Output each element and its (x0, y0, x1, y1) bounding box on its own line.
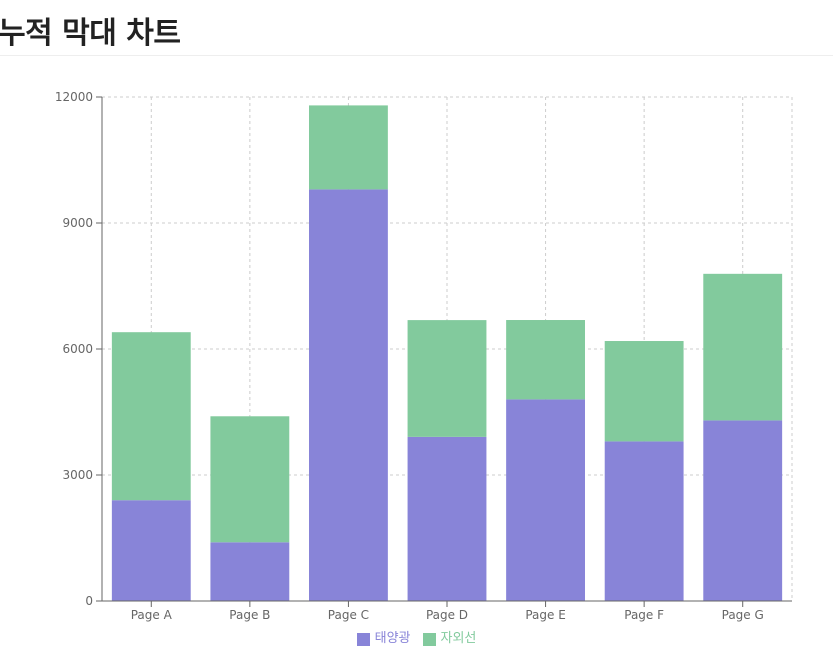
legend-label: 자외선 (440, 631, 477, 646)
bar-segment-series-2[interactable] (703, 273, 783, 421)
y-tick-label: 6000 (62, 342, 93, 356)
bar-segment-series-1[interactable] (407, 436, 487, 601)
y-tick-label: 9000 (62, 216, 93, 230)
bar-segment-series-2[interactable] (506, 320, 585, 400)
legend-item-series-1[interactable]: 태양광 (356, 631, 411, 647)
x-tick-label: Page F (624, 608, 664, 622)
stacked-bar-chart: 0 3000 6000 9000 12000 Page A Page B Page C Page… (0, 56, 833, 666)
x-tick-label: Page B (229, 608, 270, 622)
y-tick-label: 3000 (62, 468, 93, 482)
page-header: 누적 막대 차트 (0, 0, 833, 56)
bar-segment-series-2[interactable] (210, 416, 290, 543)
page-title: 누적 막대 차트 (0, 16, 181, 51)
x-tick-label: Page E (525, 608, 565, 622)
bar-segment-series-1[interactable] (111, 500, 191, 601)
legend-swatch (422, 632, 436, 646)
chart-legend: 태양광 자외선 (0, 631, 833, 647)
bar-segment-series-2[interactable] (407, 320, 487, 437)
bar-segment-series-1[interactable] (604, 441, 684, 601)
bar-segment-series-2[interactable] (309, 105, 388, 190)
legend-swatch (356, 632, 370, 646)
y-tick-label: 0 (85, 594, 93, 608)
chart-plot: 0 3000 6000 9000 12000 Page A Page B Page C Page… (55, 90, 793, 622)
bar-segment-series-1[interactable] (309, 189, 388, 601)
legend-item-series-2[interactable]: 자외선 (422, 631, 477, 647)
legend-label: 태양광 (374, 631, 411, 646)
bar-segment-series-1[interactable] (210, 542, 290, 601)
y-tick-label: 12000 (55, 90, 93, 104)
x-tick-label: Page D (426, 608, 468, 622)
bar-segment-series-1[interactable] (506, 399, 585, 601)
bar-segment-series-1[interactable] (703, 420, 783, 601)
x-tick-label: Page A (131, 608, 173, 622)
x-tick-label: Page G (722, 608, 764, 622)
x-tick-label: Page C (328, 608, 369, 622)
bar-segment-series-2[interactable] (111, 332, 191, 501)
bar-segment-series-2[interactable] (604, 341, 684, 442)
